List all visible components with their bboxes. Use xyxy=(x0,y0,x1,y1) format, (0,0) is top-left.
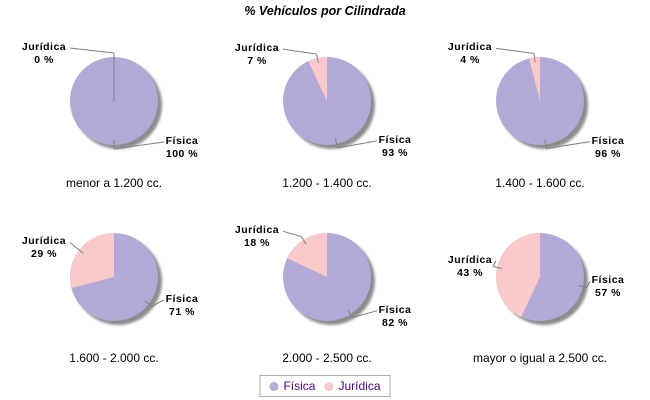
pie-5-fisica-leader xyxy=(352,310,378,319)
pie-4-fisica-label-percent: 71 % xyxy=(169,305,195,318)
pie-5-caption: 2.000 - 2.500 cc. xyxy=(282,351,372,365)
pie-6-juridica-label-name: Jurídica xyxy=(447,253,493,266)
pie-3-juridica-leader xyxy=(495,47,535,54)
pie-4-juridica-tick xyxy=(75,247,84,254)
pie-1-fisica-leader xyxy=(113,141,165,150)
pie-5-fisica-label-percent: 82 % xyxy=(382,316,408,329)
pie-6-fisica-label: Física 57 % xyxy=(560,274,650,300)
chart-title: % Vehículos por Cilindrada xyxy=(244,4,406,18)
pie-4-fisica-leader xyxy=(151,299,165,307)
pie-4-fisica-label-name: Física xyxy=(165,292,199,305)
pie-2-fisica-tick xyxy=(335,138,338,148)
pie-1-fisica-label: Física 100 % xyxy=(134,135,230,161)
pie-3-juridica-label-percent: 4 % xyxy=(460,54,480,67)
pie-4-juridica-label: Jurídica 29 % xyxy=(0,235,92,261)
pie-5-juridica-label-name: Jurídica xyxy=(234,224,280,237)
legend-marker-icon xyxy=(269,381,279,391)
pie-3-slice-juridica xyxy=(529,57,540,101)
pie-2-fisica-label-name: Física xyxy=(378,133,412,146)
pie-2-caption: 1.200 - 1.400 cc. xyxy=(282,176,372,190)
legend-item-jurídica: Jurídica xyxy=(324,379,381,393)
pie-5-fisica-label: Física 82 % xyxy=(347,304,443,330)
pie-6-fisica-label-percent: 57 % xyxy=(595,287,621,300)
pie-2-juridica-leader xyxy=(282,48,317,55)
pie-3-fisica-label-name: Física xyxy=(591,134,625,147)
pie-6-juridica-tick xyxy=(493,266,503,269)
pie-6-juridica-label-percent: 43 % xyxy=(457,266,483,279)
pie-6-fisica-leader xyxy=(586,281,591,288)
pie-1-fisica-label-percent: 100 % xyxy=(165,148,199,160)
pie-4-juridica-label-percent: 29 % xyxy=(31,248,57,261)
pie-4-fisica-label: Física 71 % xyxy=(134,293,230,319)
pie-3-fisica-label: Física 96 % xyxy=(560,135,650,161)
pie-1-juridica-label-name: Jurídica xyxy=(21,41,67,53)
pie-3-caption: 1.400 - 1.600 cc. xyxy=(495,176,585,190)
pie-4-juridica-leader xyxy=(69,241,77,248)
pie-4-fisica-tick xyxy=(144,300,153,307)
legend-label: Física xyxy=(283,379,316,393)
pie-6-fisica-label-name: Física xyxy=(591,274,625,287)
pie-4-caption: 1.600 - 2.000 cc. xyxy=(69,351,159,365)
pie-5-juridica-label-percent: 18 % xyxy=(244,237,270,250)
legend-item-física: Física xyxy=(269,379,315,393)
pie-3-juridica-tick xyxy=(533,53,536,63)
pie-2-fisica-leader xyxy=(337,140,378,149)
pie-2-juridica-label-name: Jurídica xyxy=(234,42,280,55)
pie-2-fisica-label: Física 93 % xyxy=(347,134,443,160)
legend-marker-icon xyxy=(324,381,334,391)
pie-3-fisica-label-percent: 96 % xyxy=(595,147,621,160)
legend: Física Jurídica xyxy=(259,375,391,397)
pie-5-juridica-label: Jurídica 18 % xyxy=(209,224,305,250)
pie-1-juridica-label-percent: 0 % xyxy=(34,54,54,66)
pie-1-juridica-leader xyxy=(69,47,115,54)
pie-6-caption: mayor o igual a 2.500 cc. xyxy=(472,351,608,365)
pie-5-fisica-tick xyxy=(347,309,354,318)
pie-2-juridica-tick xyxy=(316,54,319,64)
pie-6-juridica-leader xyxy=(492,260,497,267)
pie-1-caption: menor a 1.200 cc. xyxy=(65,176,163,190)
pie-5-juridica-tick xyxy=(300,236,307,245)
pie-4-juridica-label-name: Jurídica xyxy=(21,235,67,248)
pie-3-fisica-tick xyxy=(544,139,547,149)
pie-3-fisica-leader xyxy=(545,141,591,150)
pie-1-juridica-label: Jurídica 0 % xyxy=(0,41,92,67)
pie-2-fisica-label-percent: 93 % xyxy=(382,146,408,159)
pie-5-juridica-leader xyxy=(282,230,302,237)
pie-5-slice-juridica xyxy=(287,233,327,277)
pie-2-slice-juridica xyxy=(308,57,327,101)
pie-1-fisica-label-name: Física xyxy=(165,135,199,147)
pie-3-juridica-label: Jurídica 4 % xyxy=(422,41,518,67)
pie-6-fisica-tick xyxy=(577,285,587,288)
pie-3-juridica-label-name: Jurídica xyxy=(447,41,493,54)
pie-4-slice-juridica xyxy=(70,233,114,288)
pie-2-juridica-label: Jurídica 7 % xyxy=(209,42,305,68)
pie-6-juridica-label: Jurídica 43 % xyxy=(422,254,518,280)
pie-5-fisica-label-name: Física xyxy=(378,303,412,316)
legend-label: Jurídica xyxy=(338,379,381,393)
pie-2-juridica-label-percent: 7 % xyxy=(247,55,267,68)
pie-6-slice-juridica xyxy=(495,233,540,317)
